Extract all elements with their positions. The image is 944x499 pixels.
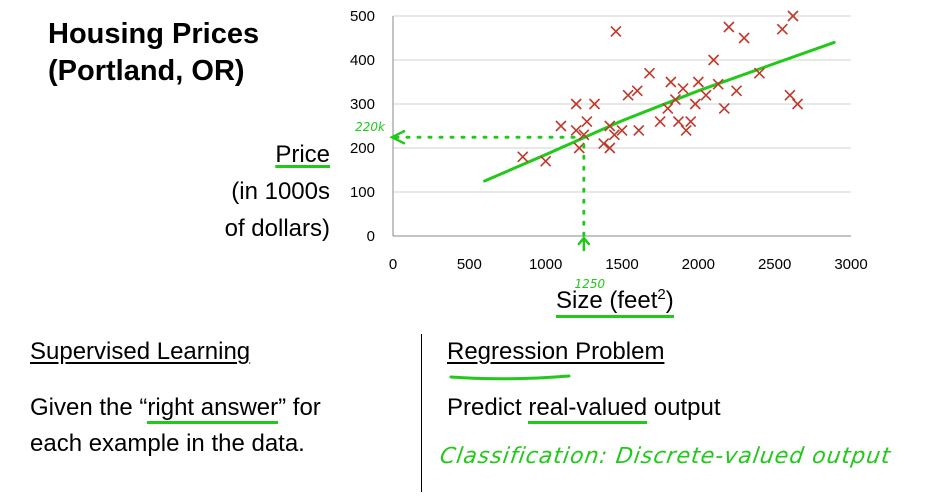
data-point-1: [540, 155, 552, 167]
data-point-14: [616, 124, 628, 136]
data-point-12: [608, 129, 620, 141]
left-body: Given the “right answer” for each exampl…: [30, 390, 321, 462]
y-axis-label-line-2: (in 1000s: [231, 178, 330, 205]
data-point-36: [753, 67, 765, 79]
query-y-arrow: [389, 129, 406, 145]
handwritten-note: Classification: Discrete-valued output: [438, 444, 893, 469]
data-point-18: [643, 67, 656, 79]
right-heading-highlight: [449, 374, 571, 381]
data-point-20: [662, 102, 674, 114]
data-point-40: [792, 98, 804, 110]
left-text-highlight: right answer: [147, 394, 279, 424]
y-tick-label-2: 200: [350, 140, 375, 157]
data-point-11: [604, 120, 616, 132]
query-x-label: 1250: [575, 277, 606, 291]
data-point-37: [776, 23, 788, 35]
data-point-27: [689, 98, 701, 110]
data-point-35: [738, 32, 750, 44]
data-point-25: [680, 124, 692, 136]
data-point-7: [581, 116, 593, 128]
x-tick-label-1: 500: [457, 256, 482, 273]
y-tick-label-3: 300: [350, 96, 375, 113]
data-point-33: [723, 21, 735, 33]
data-point-28: [692, 76, 704, 88]
slide-title: Housing Prices (Portland, OR): [48, 16, 259, 90]
data-point-0: [517, 151, 529, 163]
x-axis-label-main: Size (feet: [556, 287, 658, 314]
data-point-32: [718, 102, 730, 114]
y-axis-label-line-1: Price: [275, 141, 330, 168]
x-tick-label-3: 1500: [605, 256, 638, 273]
left-text-line-2: each example in the data.: [30, 430, 305, 457]
right-body: Predict real-valued output: [447, 390, 721, 426]
x-axis-label-sup: 2: [657, 286, 666, 303]
x-tick-label-4: 2000: [682, 256, 715, 273]
x-tick-label-5: 2500: [758, 256, 791, 273]
x-tick-label-2: 1000: [529, 256, 562, 273]
right-heading: Regression Problem: [447, 338, 665, 365]
x-axis-label-close: ): [665, 287, 674, 314]
x-tick-label-6: 3000: [834, 256, 867, 273]
data-point-3: [570, 98, 582, 110]
y-tick-label-1: 100: [350, 184, 375, 201]
y-axis-label-line-3: of dollars): [224, 215, 330, 242]
y-axis-label: Price (in 1000s of dollars): [225, 136, 330, 247]
data-point-38: [784, 89, 796, 101]
column-divider: [421, 334, 422, 492]
right-text-highlight: real-valued: [528, 394, 648, 424]
title-line-2: (Portland, OR): [48, 55, 245, 87]
title-line-1: Housing Prices: [48, 18, 260, 50]
left-text-before: Given the “: [30, 394, 148, 421]
x-axis-label: Size (feet2): [556, 286, 674, 318]
data-point-26: [685, 116, 697, 128]
data-point-16: [631, 85, 643, 97]
data-point-29: [700, 89, 712, 101]
data-point-13: [610, 25, 622, 37]
data-point-2: [555, 120, 567, 132]
data-point-23: [672, 116, 685, 128]
query-x-arrow: [577, 236, 591, 252]
data-point-9: [598, 138, 610, 150]
data-point-10: [604, 142, 616, 154]
data-point-24: [677, 83, 689, 95]
right-text-before: Predict: [447, 394, 529, 421]
y-tick-label-5: 500: [350, 8, 375, 25]
data-point-22: [669, 94, 681, 106]
x-tick-label-0: 0: [389, 256, 397, 273]
data-point-21: [665, 76, 677, 88]
y-tick-label-4: 400: [350, 52, 375, 69]
data-point-34: [730, 85, 743, 97]
data-point-17: [633, 124, 645, 136]
query-y-label: 220k: [355, 120, 386, 134]
left-text-after: ” for: [278, 394, 321, 421]
data-point-30: [708, 54, 720, 66]
y-tick-label-0: 0: [367, 228, 375, 245]
data-point-39: [787, 10, 799, 22]
data-point-8: [588, 98, 601, 110]
regression-line: [483, 40, 836, 183]
left-heading: Supervised Learning: [30, 338, 251, 365]
data-point-19: [654, 116, 666, 128]
data-point-31: [712, 78, 724, 90]
data-point-4: [570, 124, 582, 136]
data-point-15: [622, 89, 634, 101]
data-point-6: [578, 129, 590, 141]
right-text-after: output: [647, 394, 721, 421]
